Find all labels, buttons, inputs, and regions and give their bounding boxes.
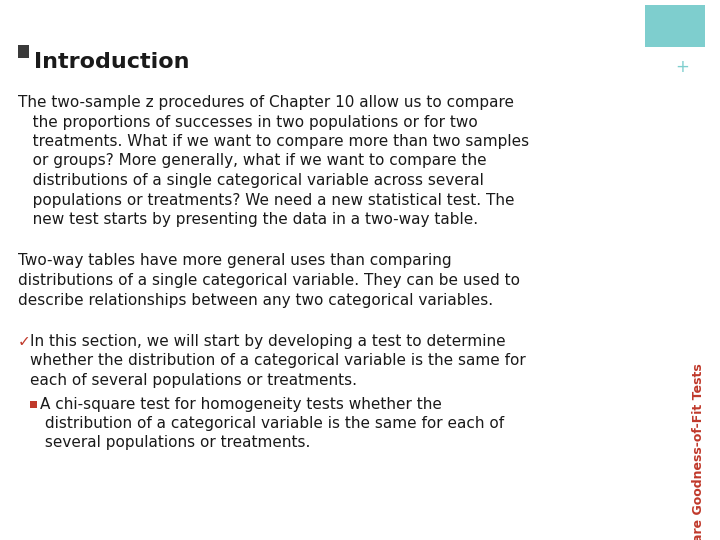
Text: whether the distribution of a categorical variable is the same for: whether the distribution of a categorica…: [30, 354, 526, 368]
Text: In this section, we will start by developing a test to determine: In this section, we will start by develo…: [30, 334, 505, 349]
Text: distributions of a single categorical variable. They can be used to: distributions of a single categorical va…: [18, 273, 520, 288]
Bar: [30, 401, 37, 408]
Bar: [18, 45, 29, 58]
Text: Introduction: Introduction: [34, 52, 189, 72]
Bar: [645, 5, 705, 47]
Text: Chi-Square Goodness-of-Fit Tests: Chi-Square Goodness-of-Fit Tests: [692, 363, 705, 540]
Text: new test starts by presenting the data in a two-way table.: new test starts by presenting the data i…: [18, 212, 478, 227]
Text: ✓: ✓: [18, 334, 31, 349]
Text: describe relationships between any two categorical variables.: describe relationships between any two c…: [18, 293, 493, 307]
Text: several populations or treatments.: several populations or treatments.: [40, 435, 310, 450]
Text: distributions of a single categorical variable across several: distributions of a single categorical va…: [18, 173, 484, 188]
Text: treatments. What if we want to compare more than two samples: treatments. What if we want to compare m…: [18, 134, 529, 149]
Text: Two-way tables have more general uses than comparing: Two-way tables have more general uses th…: [18, 253, 451, 268]
Text: populations or treatments? We need a new statistical test. The: populations or treatments? We need a new…: [18, 192, 515, 207]
Text: the proportions of successes in two populations or for two: the proportions of successes in two popu…: [18, 114, 478, 130]
Text: +: +: [675, 58, 689, 76]
Text: each of several populations or treatments.: each of several populations or treatment…: [30, 373, 357, 388]
Text: The two-sample z procedures of Chapter 10 allow us to compare: The two-sample z procedures of Chapter 1…: [18, 95, 514, 110]
Text: distribution of a categorical variable is the same for each of: distribution of a categorical variable i…: [40, 416, 504, 431]
Text: A chi-square test for homogeneity tests whether the: A chi-square test for homogeneity tests …: [40, 396, 442, 411]
Text: or groups? More generally, what if we want to compare the: or groups? More generally, what if we wa…: [18, 153, 487, 168]
